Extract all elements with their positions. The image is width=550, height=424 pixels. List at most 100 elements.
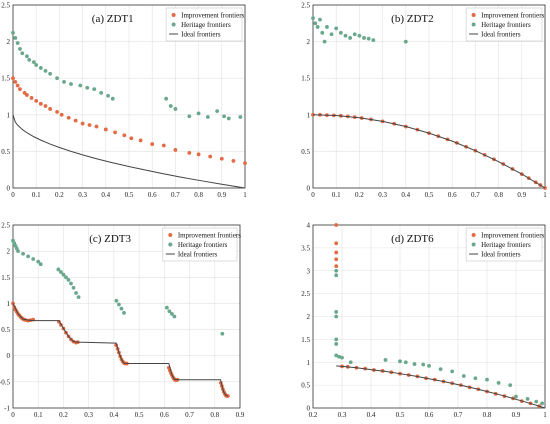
heritage-point bbox=[18, 47, 22, 51]
chart-title: (c) ZDT3 bbox=[89, 233, 131, 245]
plot-frame bbox=[312, 4, 546, 189]
heritage-point bbox=[318, 17, 322, 22]
heritage-point bbox=[220, 331, 225, 336]
chart-title: (d) ZDT6 bbox=[391, 233, 434, 245]
heritage-point bbox=[311, 16, 315, 21]
heritage-point bbox=[226, 116, 231, 121]
heritage-point bbox=[117, 302, 121, 307]
heritage-point bbox=[514, 394, 518, 399]
x-tick-label: 0.4 bbox=[101, 191, 110, 199]
heritage-point bbox=[48, 71, 53, 76]
x-tick-label: 0.3 bbox=[338, 411, 347, 419]
y-tick-label: 3 bbox=[307, 267, 311, 275]
heritage-point bbox=[25, 54, 29, 59]
chart-title: (a) ZDT1 bbox=[92, 13, 134, 25]
x-tick-label: 0.6 bbox=[148, 191, 157, 199]
improvement-point bbox=[334, 264, 339, 269]
series-ideal-line bbox=[12, 114, 246, 189]
y-tick-label: 2.5 bbox=[1, 222, 10, 230]
heritage-point bbox=[167, 309, 172, 314]
legend-swatch-marker bbox=[171, 13, 176, 17]
improvement-point bbox=[55, 109, 59, 114]
x-tick-label: 0 bbox=[11, 191, 15, 199]
legend-label: Improvement frontiers bbox=[178, 232, 241, 240]
improvement-point bbox=[208, 154, 213, 159]
heritage-point bbox=[438, 367, 443, 372]
heritage-point bbox=[334, 268, 339, 273]
series-ideal-line bbox=[312, 114, 546, 189]
x-tick-label: 0.2 bbox=[55, 191, 64, 199]
chart-panel-1: 0 0.1 0.2 0.3 0.4 0.5 0.6 0.7 0.8 0.9 1 0 0.5 1 1.5 2 2.… bbox=[1, 2, 247, 200]
improvement-point bbox=[87, 123, 92, 127]
y-tick-label: -0.5 bbox=[0, 378, 10, 386]
legend-box bbox=[162, 227, 238, 262]
heritage-point bbox=[15, 41, 20, 45]
heritage-point bbox=[66, 278, 71, 282]
plot-frame bbox=[312, 224, 546, 409]
heritage-point bbox=[525, 396, 530, 401]
improvement-point bbox=[219, 156, 224, 161]
y-tick-label: 0 bbox=[307, 185, 311, 193]
legend-label: Heritage frontiers bbox=[481, 241, 531, 249]
y-tick-label: 0.5 bbox=[301, 382, 310, 390]
improvement-point bbox=[103, 127, 108, 132]
heritage-point bbox=[164, 96, 169, 101]
legend-label: Ideal frontiers bbox=[178, 251, 218, 259]
y-tick-label: 3.5 bbox=[301, 244, 310, 252]
improvement-point bbox=[29, 96, 34, 100]
improvement-point bbox=[25, 93, 29, 97]
heritage-point bbox=[362, 36, 366, 40]
legend-box bbox=[465, 227, 543, 262]
heritage-point bbox=[222, 114, 227, 119]
heritage-point bbox=[106, 93, 111, 98]
legend-label: Improvement frontiers bbox=[181, 12, 244, 20]
improvement-point bbox=[59, 112, 64, 117]
legend-swatch-marker bbox=[471, 13, 476, 17]
heritage-point bbox=[99, 90, 104, 95]
heritage-point bbox=[11, 30, 15, 35]
y-tick-label: 2 bbox=[307, 38, 311, 46]
heritage-point bbox=[64, 275, 68, 280]
heritage-point bbox=[412, 362, 417, 366]
heritage-point bbox=[59, 270, 63, 274]
y-tick-label: 2.5 bbox=[1, 2, 10, 10]
heritage-point bbox=[61, 272, 66, 277]
heritage-point bbox=[16, 249, 20, 254]
improvement-point bbox=[334, 223, 339, 227]
heritage-point bbox=[187, 114, 192, 119]
y-tick-label: 0.5 bbox=[301, 148, 310, 156]
legend-label: Improvement frontiers bbox=[481, 232, 544, 240]
legend-label: Heritage frontiers bbox=[178, 241, 228, 249]
y-tick-label: 2 bbox=[307, 313, 311, 321]
legend-label: Heritage frontiers bbox=[181, 21, 231, 29]
heritage-point bbox=[164, 305, 169, 310]
improvement-point bbox=[11, 76, 15, 81]
heritage-point bbox=[366, 36, 371, 41]
heritage-point bbox=[320, 30, 325, 35]
heritage-point bbox=[13, 36, 18, 40]
heritage-point bbox=[69, 281, 73, 286]
x-tick-label: 0.9 bbox=[217, 191, 226, 199]
x-tick-label: 0.7 bbox=[171, 191, 180, 199]
heritage-point bbox=[31, 60, 36, 64]
x-tick-label: 0.6 bbox=[160, 411, 169, 419]
improvement-point bbox=[231, 159, 236, 163]
legend-swatch-marker bbox=[168, 233, 173, 237]
x-tick-label: 0.5 bbox=[125, 191, 134, 199]
heritage-point bbox=[31, 257, 36, 261]
improvement-point bbox=[243, 161, 247, 166]
heritage-point bbox=[352, 32, 357, 37]
heritage-point bbox=[325, 25, 329, 29]
x-tick-label: 0 bbox=[311, 191, 315, 199]
improvement-point bbox=[138, 138, 143, 143]
heritage-point bbox=[343, 33, 348, 38]
x-tick-label: 1 bbox=[243, 191, 247, 199]
x-tick-label: 0.6 bbox=[425, 411, 434, 419]
improvement-point bbox=[161, 143, 166, 148]
x-tick-label: 0.8 bbox=[494, 191, 503, 199]
legend-label: Ideal frontiers bbox=[481, 251, 521, 259]
y-tick-label: 0 bbox=[7, 352, 11, 360]
series-ideal-line bbox=[12, 303, 229, 397]
y-tick-label: 0 bbox=[7, 185, 11, 193]
